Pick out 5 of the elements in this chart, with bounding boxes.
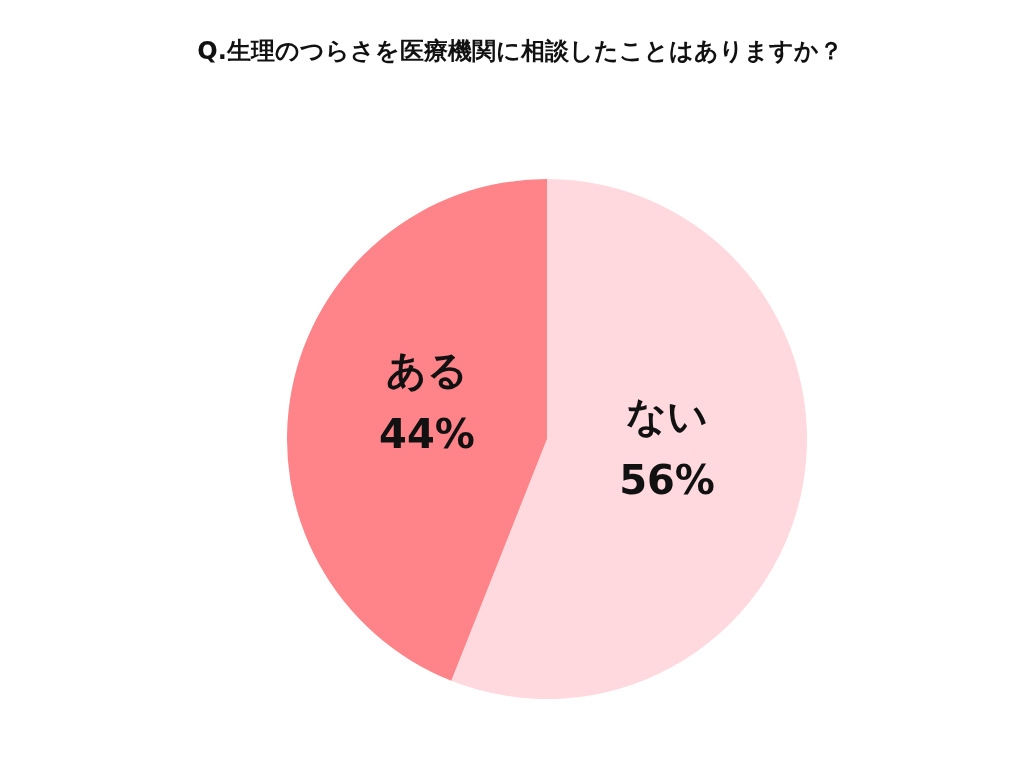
slice-label: ない [626,393,709,440]
slice-label: ある [385,347,468,394]
data-label: 56% [619,457,715,504]
data-label: 44% [379,411,475,458]
chart-title: Q.生理のつらさを医療機関に相談したことはありますか？ [197,37,843,66]
